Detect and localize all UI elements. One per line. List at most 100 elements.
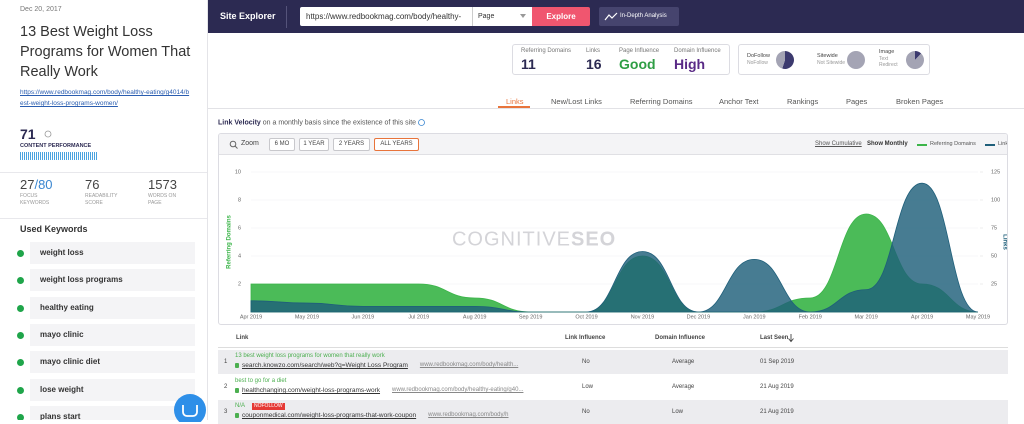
target-url[interactable]: www.redbookmag.com/body/health... [419,362,519,368]
x-tick-label: Nov 2019 [631,314,655,320]
page-title: 13 Best Weight Loss Programs for Women T… [20,24,191,80]
metric-label: Page Influence [619,48,660,54]
x-tick-label: Jun 2019 [352,314,375,320]
keyword-row [30,351,195,374]
score: 71 [20,126,36,142]
y2-tick-label: 125 [991,169,1000,175]
column-header: Domain Influence [655,335,706,341]
keyword-row [30,378,195,401]
pie-slice [906,51,924,69]
separator [286,6,287,28]
stat-label: READABILITY SCORE [85,193,118,206]
keyword: weight loss [40,248,84,257]
explore-button[interactable]: Explore [532,7,590,26]
pie-label: Redirect [879,62,898,68]
tab[interactable]: Pages [846,97,868,106]
x-tick-label: Aug 2019 [463,314,487,320]
y-tick-label: 6 [238,225,241,231]
stat-total: /80 [34,177,53,192]
row-number: 1 [224,359,228,365]
last-seen: 21 Aug 2019 [760,384,794,390]
top-bar: Site Explorer https://www.redbookmag.com… [208,0,1024,33]
x-tick-label: Feb 2019 [799,314,822,320]
tab[interactable]: Anchor Text [719,97,759,106]
pie-label: Sitewide [817,53,838,59]
pie [847,51,865,69]
lock-icon [235,363,239,368]
y2-axis-label: Links [1001,234,1007,250]
analysis-button[interactable]: In-Depth Analysis [599,7,679,26]
x-tick-label: Dec 2019 [687,314,711,320]
zoom-label: Zoom [241,140,259,147]
show-cumulative[interactable]: Show Cumulative [815,141,862,147]
type-select[interactable]: Page [472,7,532,26]
tab[interactable]: Referring Domains [630,97,693,106]
metric-value: High [674,56,706,72]
stat-label: FOCUS KEYWORDS [20,193,50,206]
keyword-dot [17,413,24,420]
y2-tick-label: 25 [991,281,997,287]
y2-tick-label: 50 [991,253,997,259]
brand: Site Explorer [220,11,276,21]
link-url[interactable]: couponmedical.com/weight-loss-programs-t… [242,412,417,419]
lock-icon [235,388,239,393]
zoom-button[interactable]: 6 MO [269,138,295,151]
target-url[interactable]: www.redbookmag.com/body/healthy-eating/g… [392,387,524,393]
tab[interactable]: Links [506,97,524,106]
keyword-row [30,296,195,319]
date: Dec 20, 2017 [20,6,62,13]
keyword: mayo clinic [40,329,84,339]
legend-label: Links [998,141,1008,147]
x-tick-label: Oct 2019 [575,314,597,320]
pie-label: Image [879,49,895,55]
legend-swatch [917,144,927,146]
row-bg [218,350,1008,374]
y-tick-label: 10 [235,169,241,175]
zoom-button[interactable]: ALL YEARS [374,138,419,151]
legend-label: Referring Domains [930,141,976,147]
metric-value: Good [619,56,656,72]
target-url[interactable]: www.redbookmag.com/body/h [428,412,509,418]
metric-label: Domain Influence [674,48,721,54]
zoom-icon [229,140,238,149]
column-header: Link [236,335,249,341]
y2-tick-label: 75 [991,225,997,231]
show-monthly[interactable]: Show Monthly [867,141,908,147]
nofollow-tag: NOFOLLOW [252,403,285,410]
pie-label: Not Sitewide [817,59,846,66]
keyword-dot [17,304,24,312]
chat-button[interactable] [172,392,208,422]
metric-label: Referring Domains [521,48,572,54]
keywords-title: Used Keywords [20,224,88,234]
tab-underline [498,106,530,108]
tab-rule [208,108,1024,109]
keyword: weight loss programs [40,275,123,285]
domain-influence: Average [672,384,695,390]
column-header: Last Seen [760,335,789,341]
pies-box: DoFollow NoFollow Sitewide Not Sitewide Imag… [738,44,930,75]
tab[interactable]: Rankings [787,97,819,106]
page-url[interactable]: https://www.redbookmag.com/body/healthy-… [20,89,190,107]
keyword-row [30,405,195,420]
sort-arrow [788,334,794,343]
watermark: SEO [571,228,616,250]
url-input[interactable]: https://www.redbookmag.com/body/healthy- [300,7,472,26]
keyword-row [30,242,195,264]
zoom-button[interactable]: 1 YEAR [299,138,329,151]
pie-slice [782,51,794,69]
tab[interactable]: New/Lost Links [551,97,602,106]
metric-label: Links [586,48,601,54]
y-axis-label: Referring Domains [227,215,233,269]
area [250,182,979,313]
velocity-subtitle: on a monthly basis since the existence o… [262,119,417,127]
zoom-button[interactable]: 2 YEARS [333,138,370,151]
link-influence: Low [582,384,594,390]
column-header: Link Influence [565,335,606,341]
lock-icon [235,413,239,418]
velocity-heading: Link Velocity on a monthly basis since t… [218,119,425,126]
link-url[interactable]: healthchanging.com/weight-loss-programs-… [242,387,381,394]
pie [776,51,794,69]
metric-value: 11 [521,56,536,72]
tab[interactable]: Broken Pages [896,97,944,106]
link-url[interactable]: search.knowzo.com/search/web?q=Weight Lo… [242,362,408,369]
